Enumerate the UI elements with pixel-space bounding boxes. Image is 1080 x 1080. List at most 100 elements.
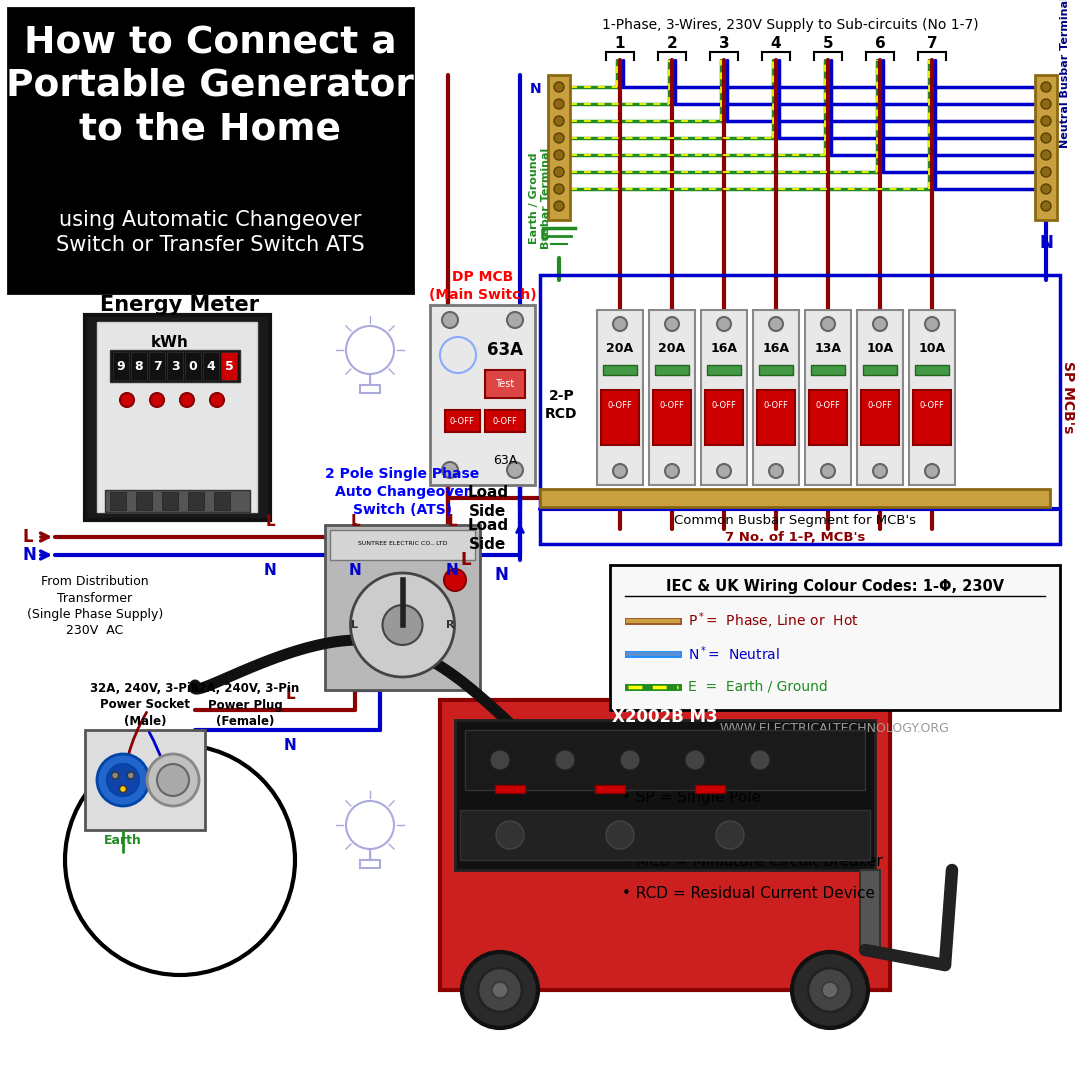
Bar bbox=[360, 384, 380, 393]
Bar bbox=[540, 489, 1050, 507]
Text: 0-OFF: 0-OFF bbox=[712, 401, 737, 409]
Circle shape bbox=[554, 99, 564, 109]
Text: P$^*$=  Phase, Line or  Hot: P$^*$= Phase, Line or Hot bbox=[688, 610, 859, 632]
Circle shape bbox=[1041, 99, 1051, 109]
Bar bbox=[113, 352, 129, 380]
Bar bbox=[105, 490, 249, 512]
Circle shape bbox=[444, 569, 465, 591]
Circle shape bbox=[821, 464, 835, 478]
Circle shape bbox=[120, 785, 126, 793]
Bar bbox=[445, 410, 480, 432]
Bar bbox=[85, 730, 205, 831]
Circle shape bbox=[613, 464, 627, 478]
Bar bbox=[440, 700, 890, 990]
Bar bbox=[915, 365, 949, 375]
Circle shape bbox=[554, 116, 564, 126]
Text: DP MCB
(Main Switch): DP MCB (Main Switch) bbox=[429, 270, 537, 301]
Circle shape bbox=[382, 605, 422, 645]
Text: 13A: 13A bbox=[814, 341, 841, 354]
Text: 5: 5 bbox=[225, 360, 233, 373]
Text: 8: 8 bbox=[135, 360, 144, 373]
Circle shape bbox=[685, 750, 705, 770]
Text: Neutral Busbar Terminal: Neutral Busbar Terminal bbox=[1059, 0, 1070, 148]
Text: 16A: 16A bbox=[762, 341, 789, 354]
Text: How to Connect a
Portable Generator
to the Home: How to Connect a Portable Generator to t… bbox=[6, 25, 414, 147]
Text: 6: 6 bbox=[875, 36, 886, 51]
Text: 10A: 10A bbox=[918, 341, 946, 354]
Circle shape bbox=[1041, 201, 1051, 211]
Circle shape bbox=[107, 764, 139, 796]
Text: 2-P
RCD: 2-P RCD bbox=[545, 389, 578, 421]
Bar bbox=[185, 352, 201, 380]
Bar bbox=[460, 810, 870, 860]
Circle shape bbox=[351, 573, 455, 677]
Bar bbox=[811, 365, 845, 375]
Circle shape bbox=[180, 393, 194, 407]
Circle shape bbox=[769, 318, 783, 330]
Text: L: L bbox=[351, 620, 359, 630]
Text: SP MCB's: SP MCB's bbox=[1061, 362, 1075, 434]
Circle shape bbox=[665, 318, 679, 330]
Text: 2: 2 bbox=[666, 36, 677, 51]
Circle shape bbox=[822, 982, 838, 998]
Bar bbox=[858, 310, 903, 485]
Bar bbox=[707, 365, 741, 375]
Bar bbox=[600, 390, 639, 445]
Circle shape bbox=[1041, 133, 1051, 143]
Text: 3: 3 bbox=[171, 360, 179, 373]
Bar bbox=[203, 352, 219, 380]
Circle shape bbox=[157, 764, 189, 796]
Bar bbox=[610, 565, 1059, 710]
Bar bbox=[136, 492, 152, 510]
Bar bbox=[131, 352, 147, 380]
Circle shape bbox=[507, 312, 523, 328]
Text: 4: 4 bbox=[771, 36, 781, 51]
Text: 63A: 63A bbox=[492, 454, 517, 467]
Circle shape bbox=[1041, 150, 1051, 160]
Text: SUNTREE ELECTRIC CO., LTD: SUNTREE ELECTRIC CO., LTD bbox=[357, 540, 447, 545]
Circle shape bbox=[821, 318, 835, 330]
Circle shape bbox=[496, 821, 524, 849]
Circle shape bbox=[716, 821, 744, 849]
Circle shape bbox=[769, 464, 783, 478]
Text: L: L bbox=[22, 528, 32, 546]
Bar bbox=[214, 492, 230, 510]
Text: 32A, 240V, 3-Pin
Power Plug
(Female): 32A, 240V, 3-Pin Power Plug (Female) bbox=[190, 681, 299, 728]
Text: 20A: 20A bbox=[607, 341, 634, 354]
Circle shape bbox=[606, 821, 634, 849]
Text: 63A: 63A bbox=[487, 341, 523, 359]
Text: IEC & UK Wiring Colour Codes: 1-Φ, 230V: IEC & UK Wiring Colour Codes: 1-Φ, 230V bbox=[666, 579, 1004, 594]
Text: R: R bbox=[446, 620, 455, 630]
Text: N: N bbox=[22, 546, 36, 564]
Text: N: N bbox=[1039, 234, 1053, 252]
Text: using Automatic Changeover
Switch or Transfer Switch ATS: using Automatic Changeover Switch or Tra… bbox=[56, 210, 364, 255]
Circle shape bbox=[555, 750, 575, 770]
Circle shape bbox=[750, 750, 770, 770]
Bar bbox=[162, 492, 178, 510]
Text: 2 Pole Single Phase
Auto Changeover
Switch (ATS): 2 Pole Single Phase Auto Changeover Swit… bbox=[325, 468, 480, 517]
Circle shape bbox=[1041, 167, 1051, 177]
Circle shape bbox=[111, 772, 119, 779]
Bar bbox=[330, 530, 475, 561]
Text: 7: 7 bbox=[152, 360, 161, 373]
Text: L: L bbox=[460, 551, 471, 569]
Circle shape bbox=[442, 312, 458, 328]
Text: 0-OFF: 0-OFF bbox=[867, 401, 892, 409]
Bar bbox=[863, 365, 897, 375]
Text: N: N bbox=[284, 738, 296, 753]
Bar bbox=[465, 730, 865, 789]
Bar bbox=[805, 310, 851, 485]
Bar bbox=[757, 390, 795, 445]
Circle shape bbox=[120, 393, 134, 407]
Text: WWW.ELECTRICALTECHNOLOGY.ORG: WWW.ELECTRICALTECHNOLOGY.ORG bbox=[720, 723, 950, 735]
Text: L: L bbox=[266, 514, 274, 529]
Circle shape bbox=[1041, 116, 1051, 126]
Circle shape bbox=[97, 754, 149, 806]
Text: 20A: 20A bbox=[659, 341, 686, 354]
Text: L: L bbox=[447, 514, 457, 529]
Text: E  =  Earth / Ground: E = Earth / Ground bbox=[688, 680, 827, 694]
Circle shape bbox=[127, 772, 134, 779]
Circle shape bbox=[873, 464, 887, 478]
Bar bbox=[705, 390, 743, 445]
Text: Earth / Ground
Busbar Terminal: Earth / Ground Busbar Terminal bbox=[528, 148, 552, 248]
